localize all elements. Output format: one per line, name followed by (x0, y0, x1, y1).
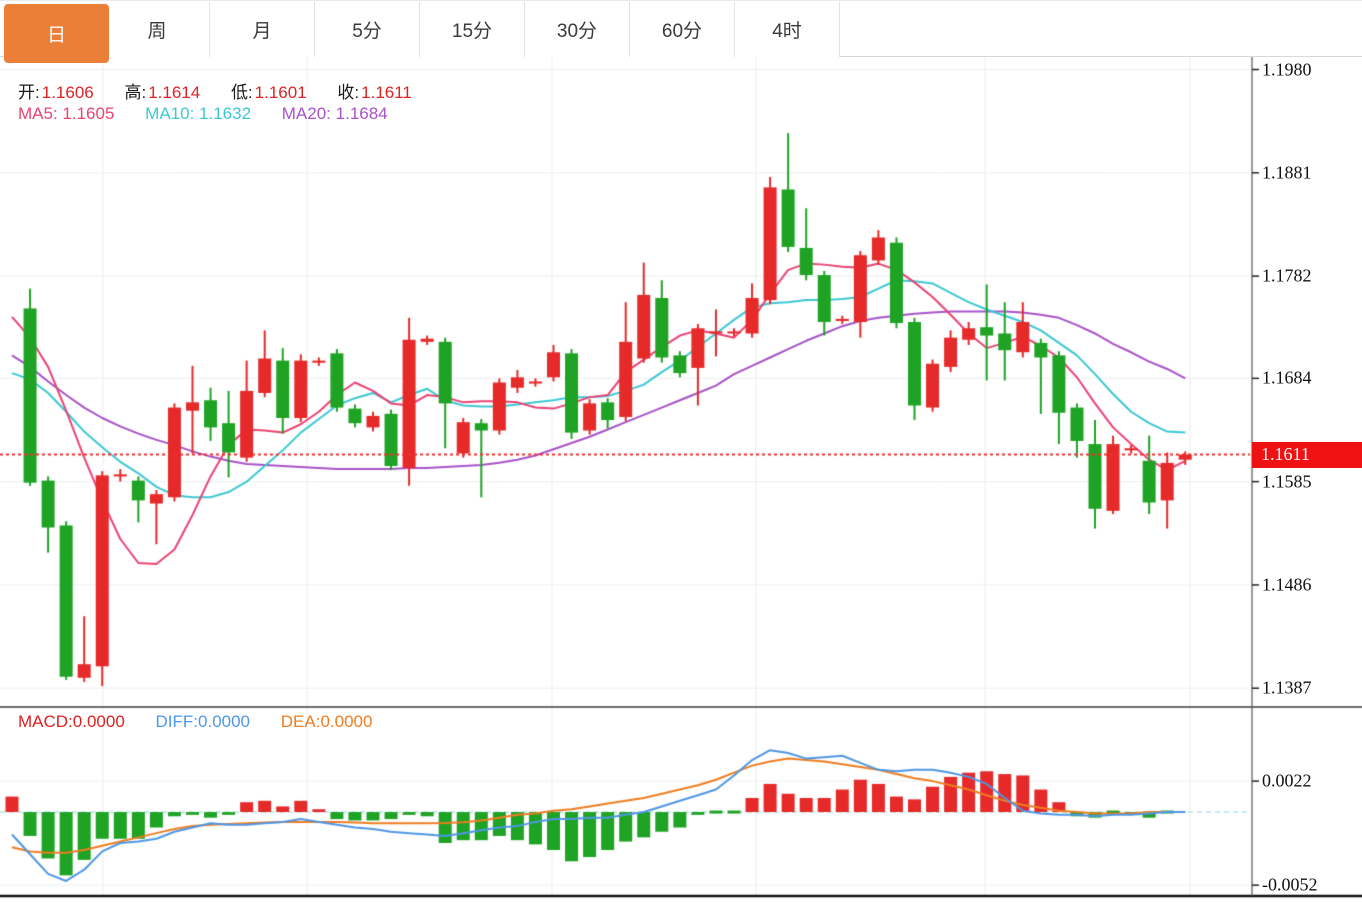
diff-value: 0.0000 (198, 712, 251, 731)
tab-15min[interactable]: 15分 (420, 2, 525, 57)
high-label: 高: (124, 83, 147, 102)
price-tick-label: 1.1782 (1262, 265, 1312, 286)
tab-30min[interactable]: 30分 (525, 2, 630, 57)
close-label: 收: (337, 83, 360, 102)
ma10-value: 1.1632 (199, 104, 252, 123)
tab-day[interactable]: 日 (4, 4, 109, 63)
price-tick-label: 1.1486 (1262, 574, 1312, 595)
ma20-value: 1.1684 (335, 104, 388, 123)
macd-value: 0.0000 (72, 712, 125, 731)
low-label: 低: (230, 83, 253, 102)
tab-60min[interactable]: 60分 (630, 2, 735, 57)
ohlc-legend: 开: 1.1606 高: 1.1614 低: 1.1601 收: 1.1611 (18, 78, 438, 103)
dea-label: DEA: (280, 712, 321, 731)
price-tick-label: 1.1585 (1262, 471, 1312, 492)
price-tick-label: 1.1684 (1262, 367, 1312, 388)
high-value: 1.1614 (148, 83, 201, 102)
timeframe-tab-bar: 日 周 月 5分 15分 30分 60分 4时 (0, 0, 1362, 63)
macd-tick-label: 0.0022 (1262, 770, 1312, 791)
ma10-label: MA10: (145, 104, 195, 123)
dea-value: 0.0000 (320, 712, 373, 731)
macd-label: MACD: (18, 712, 73, 731)
price-tick-label: 1.1387 (1262, 677, 1312, 698)
tab-4hour[interactable]: 4时 (735, 2, 840, 57)
tab-month[interactable]: 月 (210, 2, 315, 57)
last-price-tag: 1.1611 (1252, 441, 1362, 468)
open-value: 1.1606 (41, 83, 94, 102)
close-value: 1.1611 (361, 83, 412, 102)
ma5-label: MA5: (18, 104, 58, 123)
ma20-label: MA20: (281, 104, 331, 123)
low-value: 1.1601 (254, 83, 307, 102)
macd-tick-label: -0.0052 (1262, 874, 1318, 895)
ma5-value: 1.1605 (62, 104, 115, 123)
price-tick-label: 1.1980 (1262, 59, 1312, 80)
ma-legend: MA5: 1.1605 MA10: 1.1632 MA20: 1.1684 (18, 104, 414, 124)
price-tick-label: 1.1881 (1262, 162, 1312, 183)
diff-label: DIFF: (155, 712, 199, 731)
tab-week[interactable]: 周 (105, 2, 210, 57)
macd-legend: MACD:0.0000 DIFF:0.0000 DEA:0.0000 (18, 712, 398, 732)
open-label: 开: (18, 83, 40, 102)
tab-5min[interactable]: 5分 (315, 2, 420, 57)
